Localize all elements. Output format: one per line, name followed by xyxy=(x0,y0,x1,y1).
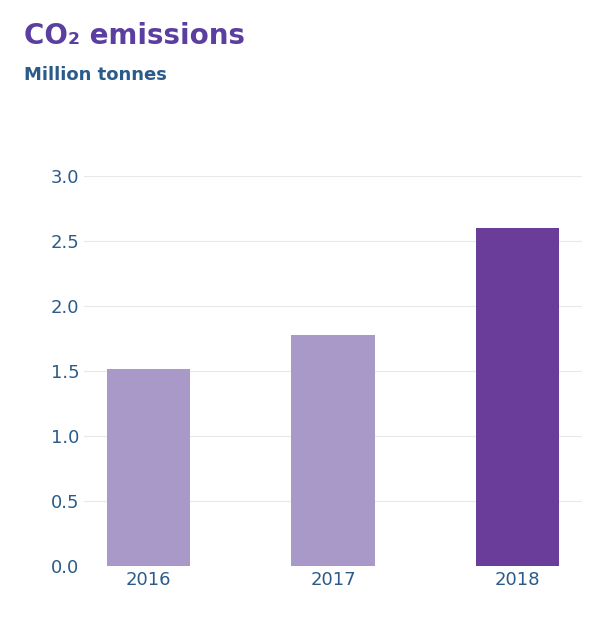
Bar xyxy=(476,228,559,566)
Bar xyxy=(107,369,190,566)
Text: CO₂ emissions: CO₂ emissions xyxy=(24,22,245,50)
Bar xyxy=(292,335,374,566)
Text: Million tonnes: Million tonnes xyxy=(24,66,167,84)
